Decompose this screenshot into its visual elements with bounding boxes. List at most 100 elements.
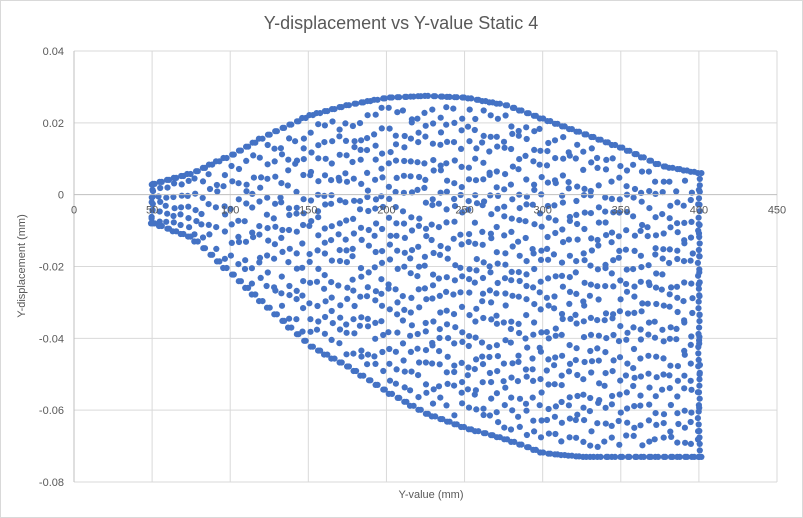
data-point — [558, 259, 566, 266]
data-point — [162, 202, 169, 209]
y-tick-label: -0.04 — [39, 333, 64, 345]
data-point — [588, 235, 595, 242]
data-point — [385, 214, 393, 221]
data-point — [468, 95, 475, 102]
data-point — [465, 342, 472, 350]
data-point — [336, 247, 343, 254]
data-point — [451, 195, 458, 203]
data-point — [285, 226, 293, 234]
data-point — [472, 192, 479, 199]
data-point — [666, 178, 673, 185]
data-point — [559, 315, 566, 323]
data-point — [545, 335, 552, 342]
data-point — [558, 419, 566, 426]
data-point — [681, 219, 688, 226]
data-point — [322, 313, 329, 321]
data-point — [529, 355, 536, 362]
data-point — [574, 141, 581, 148]
data-point — [314, 247, 321, 254]
data-point — [694, 389, 702, 396]
data-point — [157, 198, 164, 205]
data-point — [436, 292, 443, 299]
data-point — [540, 449, 547, 456]
data-point — [616, 174, 623, 181]
data-point — [674, 410, 681, 417]
data-point — [681, 177, 689, 184]
data-point — [437, 162, 444, 169]
data-point — [566, 213, 574, 221]
data-point — [487, 112, 494, 119]
data-point — [308, 149, 315, 156]
data-point — [416, 173, 423, 181]
data-point — [666, 215, 673, 222]
data-point — [300, 145, 307, 152]
data-point — [450, 235, 457, 242]
data-point — [191, 175, 198, 182]
data-point — [432, 93, 439, 100]
data-point — [243, 188, 250, 195]
data-point — [423, 233, 430, 240]
data-point — [392, 132, 399, 139]
data-point — [610, 209, 617, 216]
data-point — [653, 300, 660, 308]
data-point — [364, 193, 371, 201]
data-point — [652, 232, 660, 239]
data-point — [552, 354, 559, 361]
data-point — [610, 311, 617, 318]
data-point — [243, 181, 250, 188]
data-point — [659, 271, 666, 278]
data-point — [687, 377, 694, 384]
data-point — [272, 200, 279, 207]
data-point — [508, 123, 515, 130]
data-point — [299, 328, 306, 335]
data-point — [551, 137, 559, 144]
data-point — [558, 272, 566, 279]
data-point — [558, 331, 565, 338]
data-point — [156, 208, 163, 215]
data-point — [414, 186, 421, 193]
data-point — [300, 156, 307, 163]
data-point — [681, 237, 688, 244]
data-point — [516, 252, 523, 259]
data-point — [286, 135, 293, 142]
data-point — [421, 253, 428, 260]
data-point — [688, 409, 695, 416]
data-point — [602, 166, 610, 173]
data-point — [443, 104, 450, 111]
data-point — [488, 379, 495, 386]
data-point — [421, 262, 428, 269]
data-point — [667, 428, 674, 435]
data-point — [595, 219, 603, 226]
data-point — [552, 430, 559, 438]
data-point — [523, 282, 530, 290]
data-point — [451, 412, 458, 419]
data-point — [596, 380, 603, 387]
data-point — [652, 190, 659, 197]
data-point — [364, 351, 372, 358]
data-point — [271, 158, 278, 165]
data-point — [414, 330, 421, 338]
data-point — [401, 249, 408, 256]
data-point — [615, 417, 622, 425]
data-point — [581, 185, 588, 192]
data-point — [443, 160, 450, 167]
data-point — [336, 257, 344, 265]
data-point — [631, 247, 638, 254]
data-point — [379, 225, 386, 233]
data-point — [501, 232, 508, 239]
data-point — [612, 141, 619, 149]
data-point — [459, 400, 466, 407]
data-point — [696, 440, 703, 447]
data-point — [602, 194, 609, 201]
data-point — [199, 178, 207, 185]
data-point — [451, 157, 458, 164]
data-point — [580, 298, 587, 305]
data-point — [515, 358, 522, 365]
data-point — [508, 268, 515, 275]
data-point — [443, 321, 451, 328]
data-point — [674, 229, 681, 236]
data-point — [651, 436, 658, 443]
data-point — [552, 229, 559, 237]
data-point — [273, 128, 280, 135]
data-point — [212, 204, 219, 211]
